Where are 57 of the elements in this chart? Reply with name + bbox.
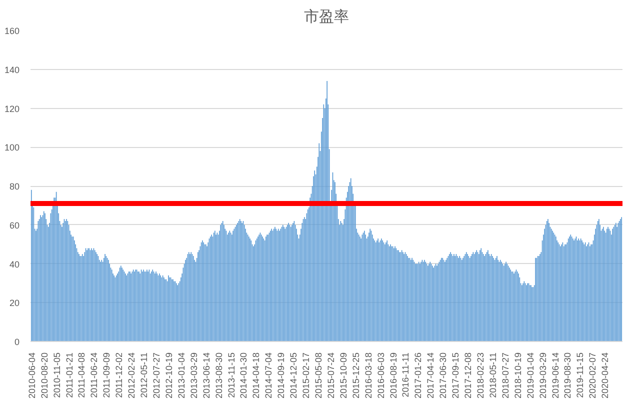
x-tick-label: 2017-01-26: [413, 352, 424, 399]
x-tick-label: 2013-01-04: [176, 352, 186, 399]
x-tick-label: 2010-11-05: [52, 352, 62, 398]
y-tick-label: 20: [9, 298, 20, 308]
y-tick-label: 80: [9, 182, 20, 192]
x-tick-label: 2017-09-15: [450, 352, 461, 399]
x-tick-label: 2017-06-30: [438, 352, 448, 399]
x-tick-label: 2014-04-18: [251, 352, 262, 399]
x-tick-label: 2020-02-07: [588, 352, 598, 399]
x-tick-label: 2015-07-24: [326, 352, 336, 399]
x-tick-label: 2013-06-14: [201, 352, 212, 399]
x-tick-label: 2012-05-11: [139, 352, 150, 398]
x-tick-label: 2013-08-30: [214, 352, 224, 399]
x-tick-label: 2016-11-11: [400, 352, 411, 398]
x-tick-label: 2012-02-24: [126, 352, 137, 399]
x-tick-label: 2015-05-08: [314, 352, 324, 399]
x-tick-label: 2010-08-20: [39, 352, 50, 399]
y-tick-label: 160: [4, 26, 20, 36]
x-tick-label: 2012-10-19: [164, 352, 174, 399]
x-tick-label: 2017-04-14: [426, 352, 436, 399]
x-tick-label: 2018-02-23: [475, 352, 486, 399]
x-tick-label: 2016-08-19: [388, 352, 398, 399]
x-tick-label: 2018-10-19: [512, 352, 523, 399]
x-tick-label: 2018-07-27: [500, 352, 510, 399]
x-tick-label: 2017-12-08: [463, 352, 474, 399]
y-tick-label: 120: [4, 104, 20, 114]
x-tick-label: 2015-02-17: [301, 352, 312, 399]
x-tick-label: 2013-11-15: [226, 352, 236, 398]
x-tick-label: 2019-03-29: [538, 352, 548, 399]
x-tick-label: 2014-09-19: [276, 352, 286, 399]
x-tick-label: 2018-05-11: [488, 352, 498, 398]
x-tick-label: 2019-06-14: [550, 352, 560, 399]
x-tick-label: 2010-06-04: [26, 352, 37, 399]
x-tick-label: 2011-01-21: [64, 352, 74, 398]
x-tick-label: 2011-06-24: [89, 352, 100, 398]
y-tick-label: 140: [4, 64, 20, 75]
x-tick-label: 2016-06-03: [376, 352, 386, 399]
x-tick-label: 2014-01-30: [238, 352, 249, 399]
x-tick-label: 2012-07-27: [152, 352, 162, 399]
x-tick-label: 2019-11-15: [575, 352, 586, 398]
x-tick-label: 2014-07-04: [264, 352, 274, 399]
x-tick-label: 2011-09-09: [102, 352, 112, 398]
x-tick-label: 2015-10-09: [338, 352, 348, 399]
x-tick-label: 2015-12-25: [350, 352, 361, 399]
y-tick-label: 60: [9, 220, 20, 230]
y-tick-label: 100: [4, 142, 20, 153]
x-tick-label: 2020-04-24: [600, 352, 610, 399]
y-tick-label: 40: [9, 259, 20, 270]
chart-title: 市盈率: [304, 8, 349, 26]
x-tick-label: 2013-03-29: [188, 352, 199, 399]
x-tick-label: 2016-03-18: [363, 352, 374, 399]
x-tick-label: 2019-01-04: [525, 352, 536, 399]
x-tick-label: 2019-08-30: [562, 352, 573, 399]
x-tick-label: 2011-12-02: [114, 352, 124, 398]
x-tick-label: 2011-04-08: [76, 352, 87, 398]
y-tick-label: 0: [14, 337, 20, 347]
x-tick-label: 2014-12-05: [288, 352, 299, 399]
